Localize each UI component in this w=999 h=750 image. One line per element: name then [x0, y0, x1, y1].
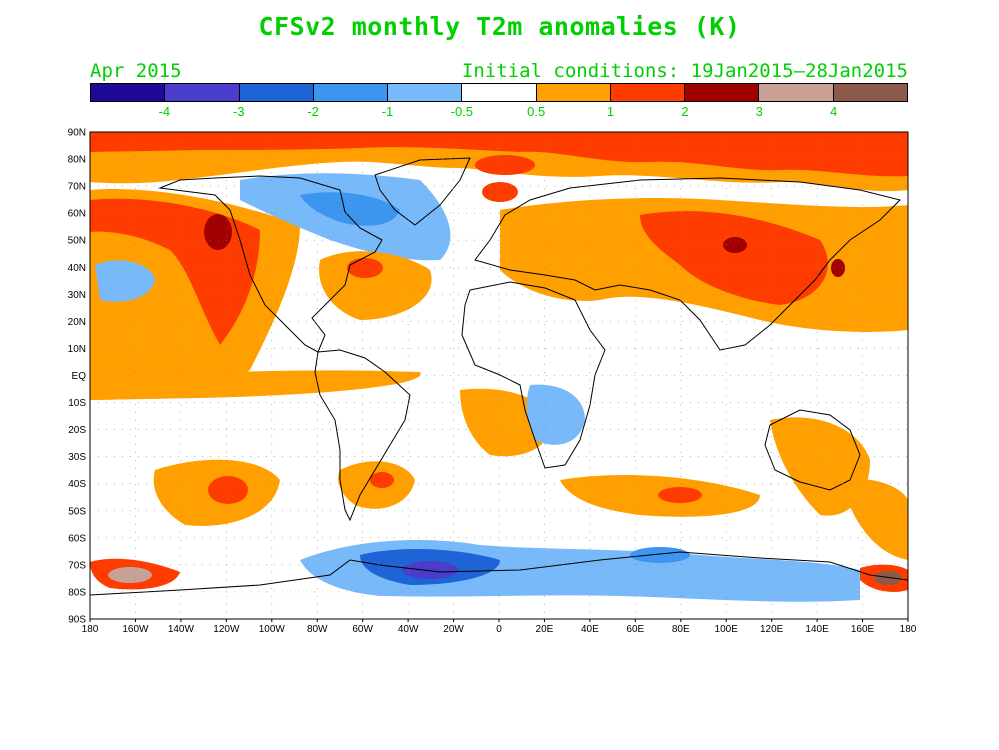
sw-pacific-warm — [840, 478, 908, 560]
color-legend-label: -3 — [232, 104, 245, 119]
ross-warm-west-peak — [108, 567, 152, 583]
color-legend-label: 3 — [755, 104, 763, 119]
central-asia-peak — [723, 237, 747, 253]
arctic-strong-band — [90, 132, 908, 177]
latitude-label: 40N — [68, 263, 86, 274]
latitude-labels: 90N 80N 70N 60N 50N 40N 30N 20N 10N EQ 10S 20S 30S 40… — [68, 128, 87, 626]
ross-warm-east-peak — [874, 571, 902, 585]
color-legend-swatch — [313, 84, 389, 101]
latitude-label: 60S — [68, 533, 86, 544]
greenland-coast — [374, 157, 471, 226]
south-pacific-strong — [208, 476, 248, 504]
longitude-label: 60W — [352, 624, 373, 635]
latitude-label: 10N — [68, 344, 86, 355]
color-legend-labels: -4 -3 -2 -1 -0.5 0.5 1 2 3 4 — [90, 104, 908, 120]
barents-hotspot — [482, 182, 518, 202]
longitude-label: 40E — [581, 624, 599, 635]
latitude-label: 50S — [68, 506, 86, 517]
longitude-label: 60E — [626, 624, 644, 635]
australia-coast — [764, 409, 861, 491]
longitude-label: 140W — [168, 624, 195, 635]
color-legend-swatch — [388, 84, 463, 101]
latitude-label: 90S — [68, 615, 86, 626]
color-legend-swatch — [759, 84, 834, 101]
npacific-cool — [95, 260, 155, 302]
longitude-label: 80E — [672, 624, 690, 635]
longitude-labels: 180 160W 140W 120W 100W 80W 60W 40W 20W 0 20E 40E 60… — [82, 624, 917, 635]
longitude-label: 120E — [760, 624, 784, 635]
latitude-label: 60N — [68, 209, 86, 220]
longitude-label: 100W — [259, 624, 286, 635]
color-legend-swatch — [536, 84, 611, 101]
latitude-label: 30S — [68, 452, 86, 463]
latitude-label: 80S — [68, 587, 86, 598]
color-legend-label: 4 — [830, 104, 838, 119]
color-legend-label: -1 — [381, 104, 394, 119]
natlantic-strong — [347, 258, 383, 278]
map-frame — [89, 131, 909, 620]
latitude-label: EQ — [72, 371, 87, 382]
s-america-strong — [370, 472, 394, 488]
longitude-label: 180 — [82, 624, 99, 635]
longitude-label: 20E — [536, 624, 554, 635]
longitude-label: 120W — [213, 624, 240, 635]
color-legend-swatch — [165, 84, 240, 101]
color-legend-swatch — [833, 84, 907, 101]
color-legend-label: 2 — [681, 104, 689, 119]
longitude-label: 140E — [805, 624, 829, 635]
tropical-pacific-warm — [90, 370, 421, 400]
color-legend-swatch — [91, 84, 166, 101]
eurasia-coast — [474, 177, 901, 351]
longitude-label: 100E — [715, 624, 739, 635]
latitude-label: 90N — [68, 128, 86, 139]
longitude-label: 40W — [398, 624, 419, 635]
latitude-label: 70S — [68, 560, 86, 571]
latitude-label: 20N — [68, 317, 86, 328]
color-legend-label: 1 — [606, 104, 615, 119]
east-antarctic-cool — [630, 547, 690, 563]
latitude-label: 40S — [68, 479, 86, 490]
color-legend-label: -0.5 — [450, 104, 474, 119]
color-legend-label: -2 — [307, 104, 319, 119]
coastlines — [90, 157, 908, 596]
longitude-label: 160E — [851, 624, 875, 635]
canada-cool-core — [300, 192, 400, 226]
color-legend-swatch — [610, 84, 686, 101]
anomaly-fields — [90, 132, 908, 602]
latitude-label: 70N — [68, 182, 86, 193]
color-legend-swatch — [239, 84, 314, 101]
arctic-hotspot — [475, 155, 535, 175]
latitude-label: 80N — [68, 155, 86, 166]
map-title: CFSv2 monthly T2m anomalies (K) — [258, 12, 741, 41]
indian-ocean-strong — [658, 487, 702, 503]
antarctica-coast — [90, 551, 908, 596]
eurasia-strong — [640, 211, 828, 305]
africa-coast — [461, 281, 606, 469]
south-america-coast — [314, 349, 411, 522]
color-legend-label: 0.5 — [527, 104, 546, 119]
north-america-coast — [158, 175, 383, 353]
weddell-cold-peak — [402, 561, 458, 579]
east-asia-peak — [831, 259, 845, 277]
color-legend-label: -4 — [158, 104, 171, 119]
longitude-label: 0 — [496, 624, 502, 635]
color-legend-swatch — [462, 84, 537, 101]
nw-america-peak — [204, 214, 232, 250]
longitude-label: 180 — [900, 624, 917, 635]
latitude-label: 30N — [68, 290, 86, 301]
color-legend-bar — [90, 83, 908, 102]
forecast-month: Apr 2015 — [90, 60, 182, 82]
initial-conditions: Initial conditions: 19Jan2015–28Jan2015 — [461, 60, 908, 82]
longitude-label: 20W — [443, 624, 464, 635]
color-legend-swatch — [685, 84, 760, 101]
longitude-label: 80W — [307, 624, 328, 635]
longitude-label: 160W — [122, 624, 149, 635]
latitude-label: 20S — [68, 425, 86, 436]
latitude-label: 10S — [68, 398, 86, 409]
latitude-label: 50N — [68, 236, 86, 247]
